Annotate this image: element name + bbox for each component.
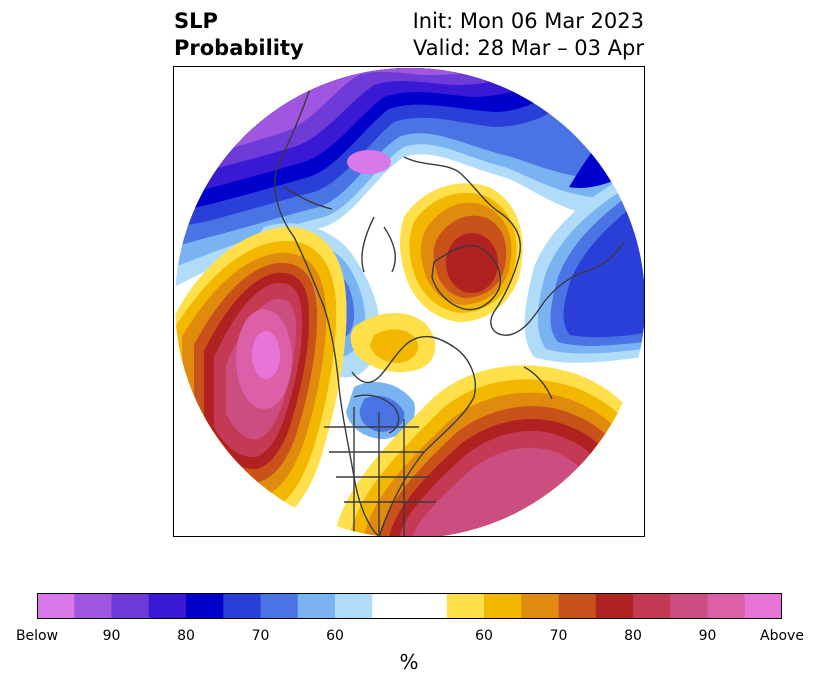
- colorbar-segment: [260, 593, 299, 619]
- colorbar-tick-label: 80: [624, 628, 642, 644]
- colorbar-segment: [670, 593, 708, 619]
- map-canvas: [175, 68, 644, 536]
- colorbar-segment: [558, 593, 597, 619]
- colorbar-unit-label: %: [399, 650, 419, 674]
- colorbar-segment: [186, 593, 224, 619]
- map-title: SLP Probability: [174, 8, 304, 62]
- colorbar-segment: [372, 593, 448, 619]
- title-line-1: SLP: [174, 9, 218, 33]
- colorbar-segment: [707, 593, 746, 619]
- colorbar-tick-label: 90: [102, 628, 121, 644]
- colorbar-segment: [484, 593, 522, 619]
- colorbar-segment: [744, 593, 783, 619]
- colorbar-segment: [37, 593, 75, 619]
- colorbar-border: [37, 593, 782, 619]
- colorbar-segment: [111, 593, 150, 619]
- north-pacific-above-high: [175, 226, 347, 528]
- colorbar-tick-label: Above: [760, 628, 804, 644]
- colorbar-segment: [633, 593, 671, 619]
- colorbar-tick-label: 60: [326, 628, 344, 644]
- colorbar-segment: [595, 593, 634, 619]
- globe-disc: [175, 68, 644, 536]
- init-date-text: Init: Mon 06 Mar 2023: [412, 9, 644, 33]
- colorbar-segment: [297, 593, 336, 619]
- colorbar-swatches: [37, 593, 783, 619]
- colorbar-segment: [521, 593, 559, 619]
- coastline-overlay: [274, 76, 643, 536]
- colorbar-segment: [74, 593, 112, 619]
- colorbar-tick-label: 70: [549, 628, 568, 644]
- probability-colorbar: [37, 593, 783, 619]
- colorbar-tick-label: Below: [15, 628, 59, 644]
- colorbar-segment: [148, 593, 187, 619]
- colorbar-tick-label: 60: [475, 628, 493, 644]
- colorbar-segment: [335, 593, 373, 619]
- colorbar-segment: [223, 593, 261, 619]
- forecast-dates: Init: Mon 06 Mar 2023 Valid: 28 Mar – 03…: [413, 8, 644, 62]
- colorbar-segment: [446, 593, 485, 619]
- probability-map: [173, 66, 645, 537]
- colorbar-tick-label: 90: [698, 628, 717, 644]
- arctic-greenland-above-high: [350, 183, 523, 373]
- title-line-2: Probability: [174, 36, 304, 60]
- valid-date-text: Valid: 28 Mar – 03 Apr: [413, 36, 644, 60]
- colorbar-tick-label: 70: [251, 628, 270, 644]
- colorbar-tick-label: 80: [177, 628, 195, 644]
